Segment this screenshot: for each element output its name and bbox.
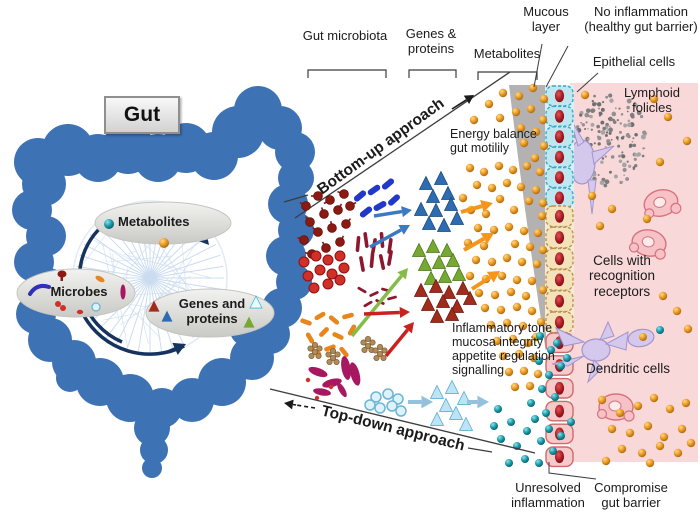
lymphoid-follicle (572, 93, 648, 188)
flow-arrows (350, 199, 500, 409)
lymphoid-folicles-label: Lymphoid folicles (624, 85, 680, 115)
gut-label: Gut (123, 103, 161, 126)
no-inflammation-label: No inflammation (healthy gut barrier) (584, 4, 698, 34)
mucous-layer-label: Mucous layer (523, 4, 569, 34)
recognition-cells (596, 188, 682, 422)
column-header-metabolites: Metabolites (473, 46, 541, 61)
brackets-and-pointers (307, 43, 599, 480)
hub-metabolites-label: Metabolites (118, 214, 190, 229)
epithelial-cells-label: Epithelial cells (592, 54, 676, 69)
orange-metabolite-dots (458, 83, 696, 468)
column-header-genes-proteins: Genes & proteins (405, 26, 457, 56)
cells-recognition-label: Cells with recognition receptors (588, 253, 656, 299)
energy-annotation: Energy balance gut motilily (450, 127, 537, 156)
hub-genes-proteins-label: Genes and proteins (178, 296, 246, 326)
hub-microbes-label: Microbes (50, 284, 108, 299)
gut-label-box: Gut (104, 96, 180, 134)
compromise-gut-barrier-label: Compromise gut barrier (594, 480, 668, 510)
approach-lines (269, 71, 536, 454)
unresolved-inflammation-label: Unresolved inflammation (511, 480, 585, 510)
dendritic-cell-bottom (551, 320, 655, 384)
dendritic-cells-label: Dendritic cells (586, 361, 671, 376)
teal-metabolite-dots (490, 326, 664, 467)
hub-ellipses (16, 201, 275, 338)
protein-triangles (411, 170, 478, 431)
column-header-gut-microbiota: Gut microbiota (302, 28, 388, 43)
inflammatory-annotation: Inflammatory tone mucosa integrity appet… (452, 321, 555, 378)
gut-microbiota-bacteria (297, 178, 407, 417)
epithelial-cells (545, 85, 574, 468)
gut-shape (12, 86, 315, 478)
hub-icons (28, 219, 263, 328)
